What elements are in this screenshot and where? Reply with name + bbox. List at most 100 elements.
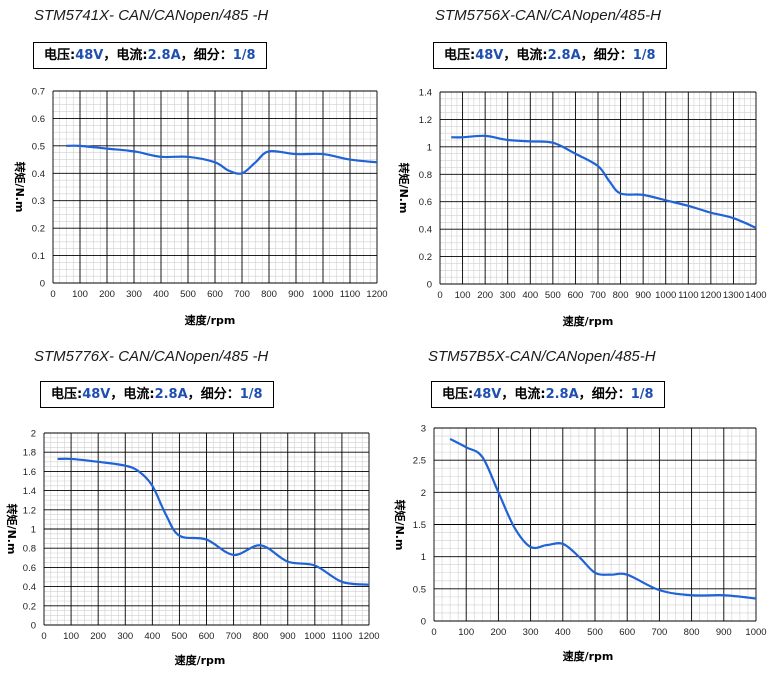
microstep-label: 细分： xyxy=(591,387,631,402)
x-tick-label: 500 xyxy=(180,289,196,300)
microstep-label: 细分： xyxy=(200,387,240,402)
x-tick-label: 1200 xyxy=(700,290,721,301)
separator: ， xyxy=(110,387,124,402)
torque-curve xyxy=(66,144,378,175)
microstep-value: 1/8 xyxy=(239,387,263,402)
spec-box: 电压:48V，电流:2.8A，细分：1/8 xyxy=(431,381,665,408)
torque-curve xyxy=(449,437,757,600)
torque-curve xyxy=(451,134,757,229)
x-tick-label: 1300 xyxy=(723,290,744,301)
y-tick-label: 0 xyxy=(31,621,36,632)
voltage-value: 48V xyxy=(82,387,111,402)
x-tick-label: 600 xyxy=(207,289,223,300)
x-tick-label: 1100 xyxy=(332,631,352,642)
y-tick-label: 0.7 xyxy=(32,87,45,98)
x-tick-label: 800 xyxy=(261,289,277,300)
y-tick-label: 0.4 xyxy=(23,582,36,593)
x-tick-label: 1200 xyxy=(366,289,387,300)
separator: ， xyxy=(580,48,594,63)
y-tick-label: 1 xyxy=(421,552,426,563)
x-tick-label: 700 xyxy=(226,631,242,642)
chart-title: STM5741X- CAN/CANopen/485 -H xyxy=(34,7,269,24)
chart-title: STM5776X- CAN/CANopen/485 -H xyxy=(34,348,269,365)
y-tick-label: 1 xyxy=(427,142,432,153)
x-tick-label: 800 xyxy=(253,631,269,642)
x-tick-label: 600 xyxy=(619,627,635,638)
y-tick-label: 0.4 xyxy=(32,169,45,180)
x-tick-label: 200 xyxy=(490,627,506,638)
x-tick-label: 100 xyxy=(455,290,471,301)
y-tick-label: 0 xyxy=(40,279,45,290)
separator: ， xyxy=(103,48,117,63)
y-tick-label: 1.6 xyxy=(23,467,36,478)
microstep-label: 细分： xyxy=(193,48,233,63)
voltage-label: 电压: xyxy=(44,48,76,63)
voltage-value: 48V xyxy=(473,387,502,402)
x-tick-label: 500 xyxy=(171,631,187,642)
x-tick-label: 600 xyxy=(567,290,583,301)
x-tick-label: 0 xyxy=(431,627,436,638)
chart-title: STM5756X-CAN/CANopen/485-H xyxy=(435,7,661,24)
x-tick-label: 900 xyxy=(716,627,732,638)
current-label: 电流: xyxy=(516,48,548,63)
x-tick-label: 1100 xyxy=(340,289,360,300)
x-axis-label: 速度/rpm xyxy=(563,649,614,663)
separator: ， xyxy=(578,387,592,402)
y-tick-label: 0.2 xyxy=(23,601,36,612)
y-tick-label: 1 xyxy=(31,525,36,536)
x-tick-label: 400 xyxy=(144,631,160,642)
x-tick-label: 300 xyxy=(117,631,133,642)
current-value: 2.8A xyxy=(154,387,188,402)
x-tick-label: 400 xyxy=(555,627,571,638)
current-label: 电流: xyxy=(514,387,546,402)
y-tick-label: 0.5 xyxy=(32,141,45,152)
chart-title: STM57B5X-CAN/CANopen/485-H xyxy=(428,348,656,365)
chart-2: 0 100 200 300 400 500 600 700 800 900 1000 1100 1200… xyxy=(397,88,767,329)
x-tick-label: 1000 xyxy=(312,289,333,300)
separator: ， xyxy=(180,48,194,63)
x-tick-label: 0 xyxy=(41,631,46,642)
x-tick-label: 200 xyxy=(99,289,115,300)
separator: ， xyxy=(501,387,515,402)
chart-3: 0 100 200 300 400 500 600 700 800 900 1000 1100 1200… xyxy=(5,429,380,668)
microstep-label: 细分： xyxy=(593,48,633,63)
x-tick-label: 0 xyxy=(50,289,55,300)
voltage-label: 电压: xyxy=(51,387,83,402)
y-tick-label: 0.1 xyxy=(32,251,45,262)
y-tick-label: 0.8 xyxy=(23,544,36,555)
x-tick-label: 1000 xyxy=(745,627,766,638)
x-tick-label: 500 xyxy=(587,627,603,638)
x-tick-label: 500 xyxy=(545,290,561,301)
current-value: 2.8A xyxy=(545,387,579,402)
x-tick-label: 100 xyxy=(63,631,79,642)
y-tick-label: 0.3 xyxy=(32,196,45,207)
x-tick-label: 800 xyxy=(684,627,700,638)
y-axis-label: 转矩/N.m xyxy=(397,163,411,214)
y-tick-label: 0.2 xyxy=(419,252,432,263)
y-tick-label: 0.6 xyxy=(32,114,45,125)
y-tick-label: 1.2 xyxy=(23,505,36,516)
y-tick-label: 1.2 xyxy=(419,115,432,126)
y-tick-label: 1.8 xyxy=(23,448,36,459)
x-tick-label: 300 xyxy=(500,290,516,301)
current-label: 电流: xyxy=(123,387,155,402)
current-value: 2.8A xyxy=(147,48,181,63)
y-tick-label: 1.4 xyxy=(419,88,432,99)
y-tick-label: 0.6 xyxy=(419,197,432,208)
x-tick-label: 1100 xyxy=(678,290,698,301)
x-tick-label: 1000 xyxy=(655,290,676,301)
voltage-value: 48V xyxy=(475,48,504,63)
x-tick-label: 100 xyxy=(458,627,474,638)
x-tick-label: 900 xyxy=(635,290,651,301)
voltage-label: 电压: xyxy=(444,48,476,63)
y-tick-label: 0.6 xyxy=(23,563,36,574)
x-tick-label: 100 xyxy=(72,289,88,300)
x-tick-label: 1400 xyxy=(745,290,766,301)
x-tick-label: 0 xyxy=(437,290,442,301)
y-tick-label: 0.5 xyxy=(413,584,426,595)
x-tick-label: 700 xyxy=(651,627,667,638)
microstep-value: 1/8 xyxy=(632,48,656,63)
y-tick-label: 0.2 xyxy=(32,224,45,235)
y-tick-label: 0.4 xyxy=(419,225,432,236)
